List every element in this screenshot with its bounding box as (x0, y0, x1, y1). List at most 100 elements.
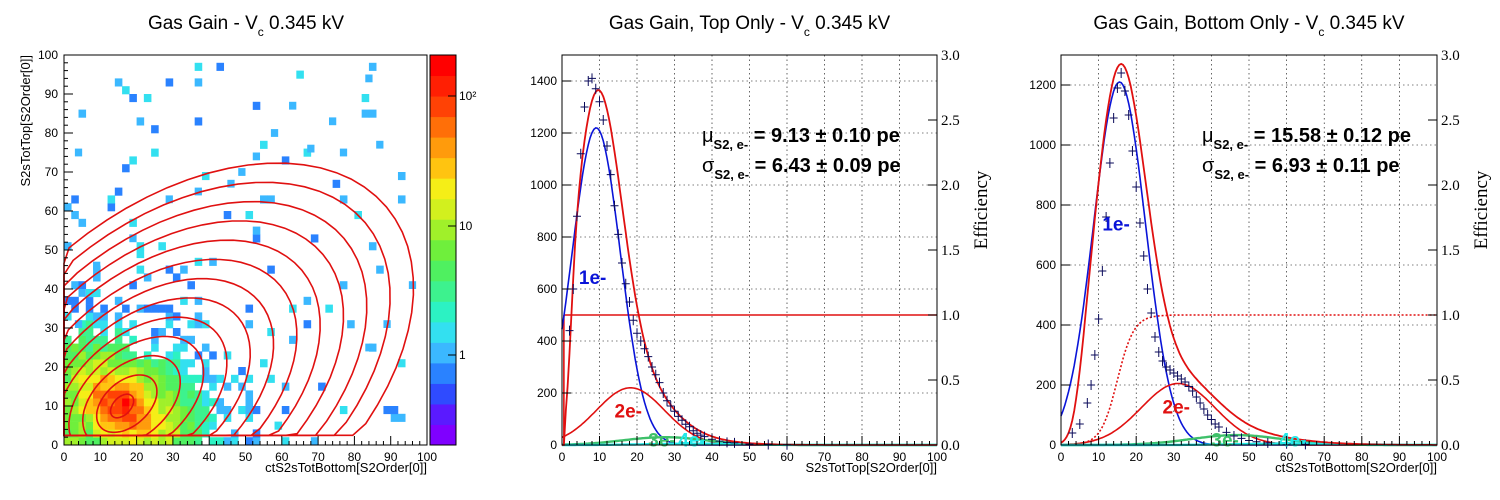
heatmap-cell (100, 406, 108, 415)
y-tick-label: 30 (45, 321, 59, 335)
heatmap-cell (209, 437, 217, 446)
data-point (599, 115, 608, 125)
heatmap-cell (339, 148, 348, 157)
heatmap-cell (158, 359, 166, 368)
y-tick-label: 40 (45, 282, 59, 296)
heatmap-cell (201, 374, 210, 383)
heatmap-cell (136, 413, 145, 422)
heatmap-cell (85, 296, 94, 305)
heatmap-cell (260, 195, 268, 204)
heatmap-cell (143, 359, 152, 368)
data-point (1229, 431, 1238, 441)
heatmap-cell (64, 312, 72, 321)
heatmap-cell (114, 367, 123, 376)
x-tick-label: 50 (743, 450, 757, 464)
heatmap-cell (318, 382, 326, 391)
heatmap-cell (71, 429, 79, 438)
heatmap-cell (151, 390, 159, 399)
data-point (693, 428, 701, 439)
heatmap-cell (64, 413, 72, 422)
y2-tick-label: 1.0 (941, 308, 960, 324)
component-label: 1e- (579, 268, 606, 289)
heatmap-cell (93, 343, 101, 352)
heatmap-cell (194, 351, 203, 360)
heatmap-cell (114, 343, 123, 352)
colorbar-segment (430, 219, 456, 241)
heatmap-cell (93, 351, 101, 360)
data-point (618, 258, 626, 268)
heatmap-cell (245, 437, 254, 446)
heatmap-cell (114, 187, 123, 196)
component-label: 2e- (615, 402, 642, 423)
heatmap-cell (93, 261, 101, 270)
data-point (1188, 386, 1197, 396)
data-point (764, 439, 773, 450)
data-point (1147, 308, 1156, 318)
heatmap-cell (223, 351, 232, 360)
stat-sigma: σS2, e- = 6.93 ± 0.11 pe (1202, 155, 1400, 182)
y2-tick-label: 3.0 (1441, 48, 1460, 64)
x-tick-label: 90 (1393, 450, 1407, 464)
data-point (1087, 380, 1096, 390)
data-point (1301, 439, 1310, 450)
heatmap-cell (107, 437, 116, 446)
x-tick-label: 10 (94, 450, 108, 464)
heatmap-cell (107, 343, 116, 352)
heatmap-cell (252, 101, 261, 110)
component-label: 2e- (1163, 398, 1190, 419)
heatmap-cell (151, 429, 159, 438)
heatmap-cell (365, 343, 373, 352)
heatmap-cell (143, 390, 152, 399)
heatmap-cell (100, 382, 108, 391)
heatmap-cell (122, 351, 130, 360)
data-point (1222, 427, 1231, 438)
heatmap-cell (194, 257, 203, 266)
x-tick-label: 30 (166, 450, 180, 464)
heatmap-cell (136, 367, 145, 376)
y2-tick-label: 0.5 (1441, 373, 1460, 389)
heatmap-cell (151, 421, 159, 430)
heatmap-cell (296, 70, 304, 79)
heatmap-cell (223, 211, 232, 220)
heatmap-cell (172, 367, 181, 376)
heatmap-cell (85, 406, 94, 415)
heatmap-cell (172, 374, 181, 383)
data-point (1214, 422, 1223, 432)
heatmap-cell (136, 250, 145, 259)
heatmap-cell (93, 265, 101, 274)
heatmap-cell (78, 398, 87, 407)
heatmap-cell (245, 211, 254, 220)
heatmap-cell (216, 406, 225, 415)
y2-tick-label: 3.0 (941, 48, 960, 64)
heatmap-cell (201, 367, 210, 376)
y2-tick-label: 0.5 (941, 373, 960, 389)
heatmap-cell (172, 437, 181, 446)
data-point (1184, 381, 1193, 392)
heatmap-cell (303, 296, 312, 305)
heatmap-cell (158, 374, 166, 383)
heatmap-cell (165, 367, 174, 376)
heatmap-cell (129, 429, 137, 438)
heatmap-cell (151, 413, 159, 422)
colorbar-segment (430, 280, 456, 302)
heatmap-cell (165, 421, 174, 430)
stat-sigma: σS2, e- = 6.43 ± 0.09 pe (702, 155, 901, 182)
heatmap-cell (93, 359, 101, 368)
chart-title: Gas Gain - Vc 0.345 kV (148, 13, 344, 39)
data-point (625, 297, 634, 307)
heatmap-cell (194, 62, 203, 71)
heatmap-cell (201, 359, 210, 368)
y-tick-label: 60 (45, 204, 59, 218)
heatmap-cell (158, 398, 166, 407)
heatmap-cell (339, 406, 348, 415)
heatmap-cell (194, 187, 202, 196)
heatmap-cell (227, 179, 235, 188)
heatmap-cell (180, 367, 188, 376)
heatmap-cell (143, 413, 152, 422)
heatmap-cell (107, 195, 116, 204)
heatmap-cell (187, 398, 195, 407)
heatmap-cell (85, 335, 94, 344)
heatmap-cell (180, 382, 188, 391)
colorbar-label: 10 (459, 219, 473, 233)
component-label: 3e- (1211, 431, 1238, 452)
